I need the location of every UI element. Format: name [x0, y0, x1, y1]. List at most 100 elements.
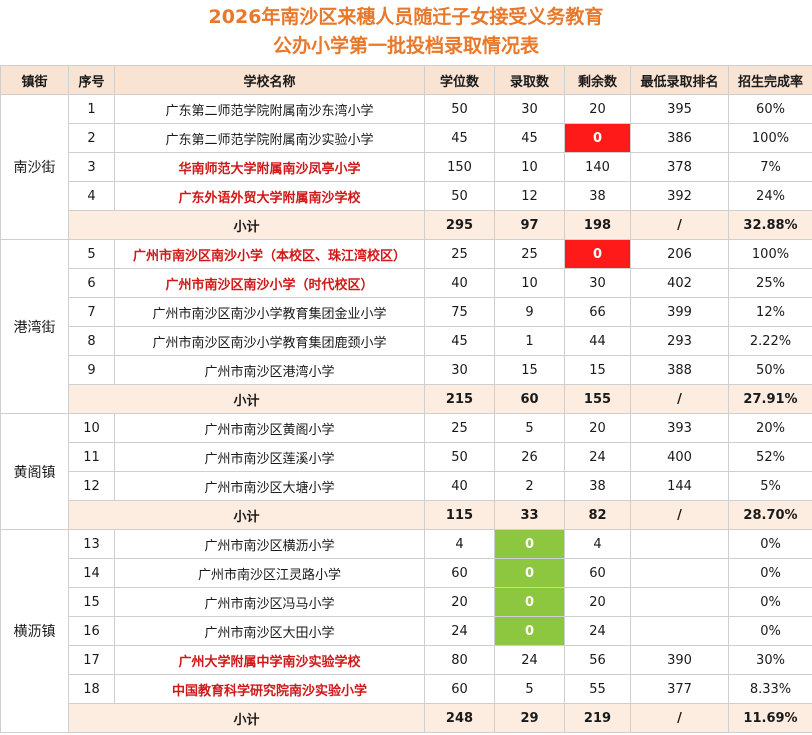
rate-value: 0% [728, 529, 812, 559]
district-cell: 港湾街 [0, 239, 69, 414]
remaining-value: 20 [564, 413, 631, 443]
seats-value: 150 [424, 152, 495, 182]
row-number: 13 [68, 529, 115, 559]
row-number: 11 [68, 442, 115, 472]
seats-value: 45 [424, 326, 495, 356]
table-header-row: 镇街 序号 学校名称 学位数 录取数 剩余数 最低录取排名 招生完成率 [0, 65, 812, 95]
row-number: 1 [68, 94, 115, 124]
admitted-value-highlight: 0 [494, 587, 565, 617]
seats-value: 60 [424, 674, 495, 704]
admitted-value: 2 [494, 471, 565, 501]
remaining-value: 140 [564, 152, 631, 182]
admitted-value-highlight: 0 [494, 616, 565, 646]
row-number: 5 [68, 239, 115, 269]
min-rank-value: 386 [630, 123, 729, 153]
min-rank-value: 206 [630, 239, 729, 269]
subtotal-rate: 11.69% [728, 703, 812, 733]
seats-value: 80 [424, 645, 495, 675]
rate-value: 24% [728, 181, 812, 211]
subtotal-row: 小计 295 97 198 / 32.88% [1, 210, 812, 240]
subtotal-rank: / [630, 210, 729, 240]
admitted-value: 1 [494, 326, 565, 356]
admitted-value: 10 [494, 152, 565, 182]
school-name: 广州市南沙区大塘小学 [114, 471, 425, 501]
header-admitted: 录取数 [494, 65, 565, 95]
header-completion-rate: 招生完成率 [728, 65, 812, 95]
table-row: 7 广州市南沙区南沙小学教育集团金业小学 75 9 66 399 12% [1, 297, 812, 327]
table-row: 横沥镇 13 广州市南沙区横沥小学 4 0 4 0% [0, 529, 812, 733]
school-name: 广州市南沙区横沥小学 [114, 529, 425, 559]
rate-value: 100% [728, 239, 812, 269]
min-rank-value: 378 [630, 152, 729, 182]
page-title: 2026年南沙区来穗人员随迁子女接受义务教育 [208, 6, 604, 28]
subtotal-seats: 115 [424, 500, 495, 530]
rate-value: 20% [728, 413, 812, 443]
school-name: 广州市南沙区莲溪小学 [114, 442, 425, 472]
school-name: 广州市南沙区南沙小学教育集团鹿颈小学 [114, 326, 425, 356]
remaining-value: 20 [564, 587, 631, 617]
subtotal-admitted: 97 [494, 210, 565, 240]
school-name: 广州市南沙区南沙小学（本校区、珠江湾校区） [114, 239, 425, 269]
rate-value: 25% [728, 268, 812, 298]
remaining-value: 60 [564, 558, 631, 588]
table-row: 8 广州市南沙区南沙小学教育集团鹿颈小学 45 1 44 293 2.22% [1, 326, 812, 356]
rate-value: 0% [728, 558, 812, 588]
page-subtitle: 公办小学第一批投档录取情况表 [272, 35, 539, 57]
min-rank-value [630, 616, 729, 646]
subtotal-row: 小计 115 33 82 / 28.70% [1, 500, 812, 530]
row-number: 10 [68, 413, 115, 443]
table-row: 16 广州市南沙区大田小学 24 0 24 0% [1, 616, 812, 646]
header-seats: 学位数 [424, 65, 495, 95]
min-rank-value: 395 [630, 94, 729, 124]
row-number: 16 [68, 616, 115, 646]
admitted-value: 5 [494, 674, 565, 704]
seats-value: 24 [424, 616, 495, 646]
seats-value: 30 [424, 355, 495, 385]
row-number: 9 [68, 355, 115, 385]
row-number: 2 [68, 123, 115, 153]
rate-value: 52% [728, 442, 812, 472]
min-rank-value: 400 [630, 442, 729, 472]
subtotal-label: 小计 [68, 210, 425, 240]
seats-value: 60 [424, 558, 495, 588]
remaining-value: 24 [564, 442, 631, 472]
row-number: 12 [68, 471, 115, 501]
table-row: 3 华南师范大学附属南沙凤亭小学 150 10 140 378 7% [1, 152, 812, 182]
admitted-value: 10 [494, 268, 565, 298]
min-rank-value [630, 558, 729, 588]
subtotal-label: 小计 [68, 703, 425, 733]
remaining-value-highlight: 0 [564, 239, 631, 269]
school-name: 广州市南沙区江灵路小学 [114, 558, 425, 588]
rate-value: 7% [728, 152, 812, 182]
admitted-value: 45 [494, 123, 565, 153]
subtotal-rate: 32.88% [728, 210, 812, 240]
remaining-value: 38 [564, 471, 631, 501]
min-rank-value: 144 [630, 471, 729, 501]
header-min-rank: 最低录取排名 [630, 65, 729, 95]
subtotal-remaining: 198 [564, 210, 631, 240]
school-name: 广州市南沙区大田小学 [114, 616, 425, 646]
school-name: 广东外语外贸大学附属南沙学校 [114, 181, 425, 211]
seats-value: 25 [424, 239, 495, 269]
seats-value: 40 [424, 268, 495, 298]
school-name: 广东第二师范学院附属南沙东湾小学 [114, 94, 425, 124]
row-number: 7 [68, 297, 115, 327]
district-cell: 黄阁镇 [0, 413, 69, 530]
seats-value: 40 [424, 471, 495, 501]
table-row: 18 中国教育科学研究院南沙实验小学 60 5 55 377 8.33% [1, 674, 812, 704]
row-number: 18 [68, 674, 115, 704]
rate-value: 60% [728, 94, 812, 124]
row-number: 4 [68, 181, 115, 211]
remaining-value: 30 [564, 268, 631, 298]
seats-value: 50 [424, 94, 495, 124]
table-row: 17 广州大学附属中学南沙实验学校 80 24 56 390 30% [1, 645, 812, 675]
subtotal-seats: 248 [424, 703, 495, 733]
remaining-value: 66 [564, 297, 631, 327]
min-rank-value: 392 [630, 181, 729, 211]
subtotal-admitted: 33 [494, 500, 565, 530]
header-number: 序号 [68, 65, 115, 95]
seats-value: 50 [424, 181, 495, 211]
row-number: 15 [68, 587, 115, 617]
district-cell: 横沥镇 [0, 529, 69, 733]
min-rank-value: 388 [630, 355, 729, 385]
